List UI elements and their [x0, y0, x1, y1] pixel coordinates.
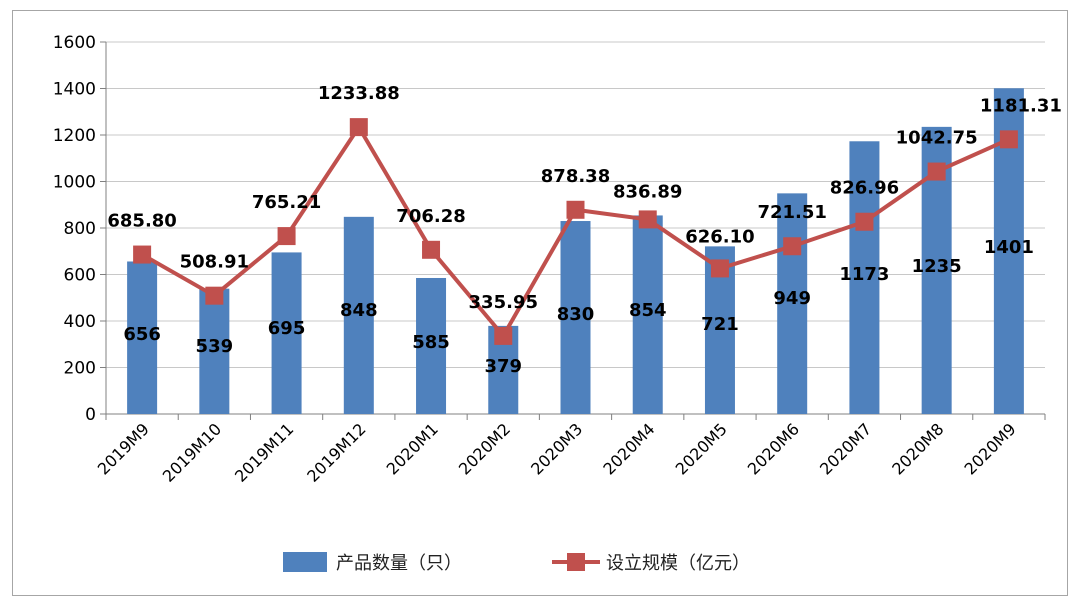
- line-data-label: 765.21: [252, 192, 321, 213]
- bar-data-label: 656: [123, 324, 161, 345]
- bar: [632, 215, 663, 414]
- legend-swatch-bar: [283, 552, 327, 572]
- line-data-label: 836.89: [613, 181, 682, 202]
- y-tick-label: 1600: [53, 33, 96, 53]
- line-data-label: 335.95: [469, 292, 538, 313]
- line-marker: [638, 210, 657, 229]
- line-marker: [494, 326, 513, 345]
- line-data-label: 1233.88: [318, 83, 400, 104]
- line-data-label: 878.38: [541, 166, 610, 187]
- y-tick-label: 1200: [53, 126, 96, 146]
- x-tick-label: 2020M6: [744, 419, 803, 478]
- bar-data-label: 949: [773, 288, 811, 309]
- line-data-label: 721.51: [757, 202, 826, 223]
- bar: [777, 193, 808, 414]
- bar: [199, 288, 230, 414]
- bar-data-label: 830: [557, 304, 595, 325]
- bar: [127, 261, 158, 414]
- x-tick-label: 2020M8: [888, 419, 947, 478]
- line-marker: [277, 227, 296, 246]
- x-tick-label: 2019M11: [231, 419, 297, 485]
- line-marker: [349, 118, 368, 137]
- chart-frame: [12, 10, 1068, 596]
- x-tick-labels: 2019M9 2019M10 2019M11 2019M12 2020M1 2020M2 2…: [94, 419, 1020, 485]
- bar: [560, 221, 591, 414]
- x-tick-label: 2020M4: [599, 419, 658, 478]
- bar-data-label: 585: [412, 332, 450, 353]
- bar: [849, 141, 880, 414]
- line-data-label: 826.96: [830, 178, 899, 199]
- y-tick-label: 0: [85, 405, 96, 425]
- bar-data-labels: 656 539 695 848 585 379 830 854 721 949 1173 1235 14…: [123, 237, 1034, 377]
- bar-series: [127, 88, 1024, 415]
- legend: 产品数量（只） 设立规模（亿元）: [283, 552, 750, 574]
- legend-label-bar: 产品数量（只）: [336, 553, 462, 574]
- x-tick-label: 2020M5: [672, 419, 731, 478]
- line-marker: [783, 237, 802, 256]
- line-data-label: 1181.31: [980, 95, 1062, 116]
- x-tick-label: 2019M9: [94, 419, 153, 478]
- y-tick-label: 600: [64, 266, 96, 286]
- y-tick-label: 200: [64, 359, 96, 379]
- y-tick-label: 1400: [53, 80, 96, 100]
- line-marker: [566, 200, 585, 219]
- bar-data-label: 848: [340, 300, 378, 321]
- x-tick-label: 2020M3: [527, 419, 586, 478]
- line-data-label: 626.10: [685, 226, 754, 247]
- bar: [271, 252, 302, 414]
- line-marker: [710, 259, 729, 278]
- bar-data-label: 695: [268, 318, 306, 339]
- line-data-label: 508.91: [180, 252, 249, 273]
- x-tick-label: 2020M1: [383, 419, 442, 478]
- gridlines: [106, 41, 1045, 368]
- bar-data-label: 379: [484, 356, 522, 377]
- y-tick-labels: 0 200 400 600 800 1000 1200 1400 1600: [53, 33, 96, 425]
- line-marker: [855, 212, 874, 231]
- bar-data-label: 854: [629, 300, 667, 321]
- bar-data-label: 539: [196, 336, 234, 357]
- line-marker: [205, 286, 224, 305]
- line-series: [133, 118, 1018, 345]
- bar-data-label: 1173: [839, 264, 889, 285]
- line-data-label: 1042.75: [896, 128, 978, 149]
- x-tick-label: 2020M7: [816, 419, 875, 478]
- line-marker: [927, 162, 946, 181]
- line-marker: [999, 130, 1018, 149]
- bar-data-label: 721: [701, 314, 739, 335]
- bar: [343, 216, 374, 414]
- line-data-label: 685.80: [107, 211, 176, 232]
- legend-label-line: 设立规模（亿元）: [606, 553, 750, 574]
- bar-data-label: 1235: [912, 256, 962, 277]
- bar-data-label: 1401: [984, 237, 1034, 258]
- legend-marker: [567, 553, 585, 571]
- x-tick-label: 2020M9: [961, 419, 1020, 478]
- y-tick-label: 1000: [53, 173, 96, 193]
- line-marker: [133, 245, 152, 264]
- line-data-label: 706.28: [396, 206, 465, 227]
- line-marker: [422, 240, 441, 259]
- bar: [416, 277, 447, 414]
- y-tick-label: 400: [64, 312, 96, 332]
- x-tick-label: 2019M12: [303, 419, 369, 485]
- x-tick-label: 2019M10: [159, 419, 225, 485]
- x-tick-label: 2020M2: [455, 419, 514, 478]
- y-tick-label: 800: [64, 219, 96, 239]
